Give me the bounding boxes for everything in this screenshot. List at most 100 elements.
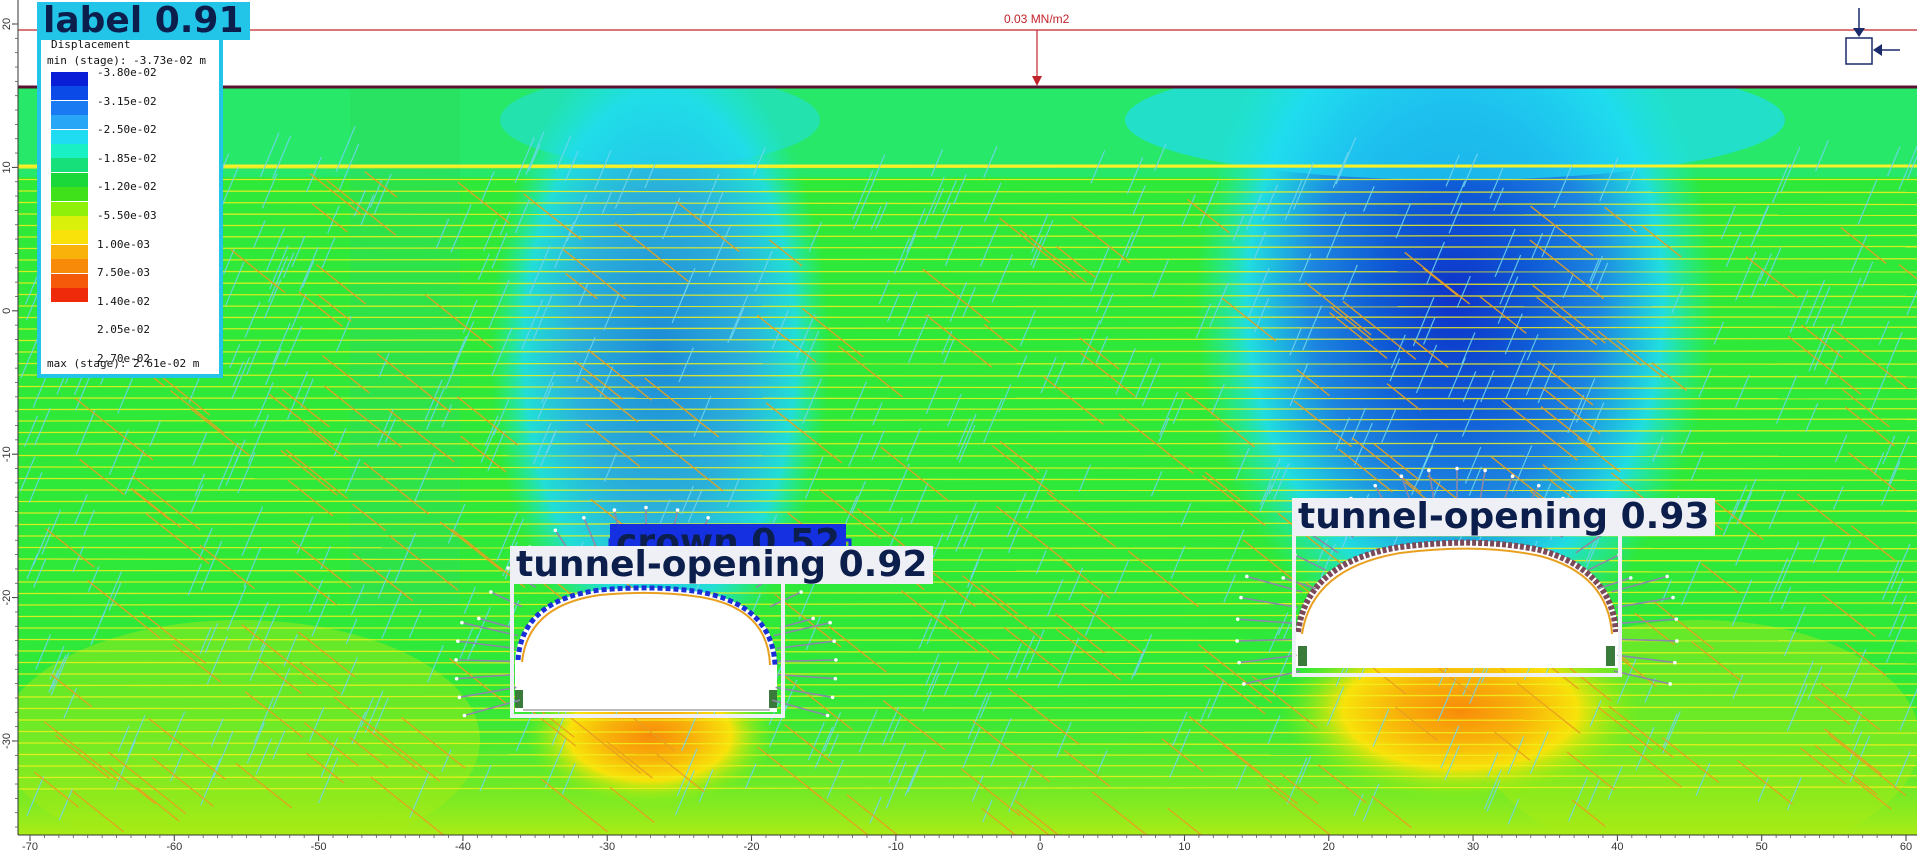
- joint: [210, 718, 224, 747]
- joint: [768, 700, 781, 726]
- bolt: [388, 409, 455, 463]
- tunnel-bolt: [583, 517, 598, 548]
- joint: [1464, 446, 1482, 484]
- bolt: [268, 393, 335, 447]
- joint: [345, 618, 358, 645]
- tunnel-bolt: [490, 591, 523, 608]
- joint: [1068, 567, 1084, 601]
- joint: [1882, 435, 1896, 465]
- joint: [782, 679, 798, 714]
- joint: [1695, 762, 1711, 796]
- joint: [984, 182, 1002, 222]
- bolt: [257, 658, 302, 694]
- joint: [20, 335, 40, 378]
- bolt: [1404, 251, 1471, 305]
- joint: [1786, 776, 1802, 811]
- tunnel-bolt: [1428, 470, 1435, 502]
- tunnel-bolt: [1294, 554, 1326, 571]
- joint: [1195, 303, 1212, 339]
- joint: [75, 410, 96, 455]
- joint: [946, 514, 959, 541]
- joint: [1881, 560, 1900, 601]
- joint: [807, 721, 825, 761]
- tunnel-bolt: [461, 621, 519, 637]
- joint: [1235, 765, 1247, 791]
- joint: [19, 456, 36, 492]
- joint: [1055, 721, 1072, 758]
- joint: [967, 692, 988, 740]
- joint: [949, 281, 968, 322]
- joint: [1208, 181, 1219, 204]
- bolt: [1338, 448, 1393, 493]
- joint: [1824, 349, 1841, 385]
- joint: [1857, 179, 1878, 225]
- joint: [327, 205, 340, 234]
- bolt: [244, 691, 303, 738]
- joint: [74, 494, 88, 525]
- joint: [32, 526, 51, 566]
- bedding-layer: [17, 418, 1917, 422]
- joint: [1150, 470, 1163, 497]
- bolt: [1841, 388, 1890, 428]
- joint: [1732, 674, 1744, 699]
- joint: [1783, 606, 1806, 657]
- joint: [676, 748, 698, 797]
- joint: [408, 609, 422, 638]
- joint: [308, 579, 324, 613]
- joint: [930, 149, 944, 177]
- bolt: [614, 222, 689, 283]
- tunnel-bolt-head: [1628, 576, 1633, 580]
- bolt: [1814, 696, 1851, 726]
- legend-swatch: [51, 172, 88, 187]
- bolt: [293, 570, 338, 606]
- joint: [378, 353, 390, 378]
- joint: [1840, 277, 1862, 326]
- joint: [1849, 731, 1863, 760]
- joint: [1302, 305, 1323, 351]
- bolt: [241, 624, 318, 686]
- joint: [1887, 146, 1901, 177]
- bolt: [190, 408, 250, 456]
- bolt: [281, 388, 330, 428]
- joint: [1284, 179, 1303, 221]
- joint: [459, 627, 474, 659]
- joint: [1247, 267, 1270, 318]
- joint: [1260, 458, 1281, 506]
- legend-swatch: [51, 273, 88, 288]
- joint: [188, 378, 200, 403]
- bolt: [769, 239, 803, 267]
- bedding-layer: [17, 558, 1917, 562]
- joint: [1725, 231, 1742, 268]
- joint: [300, 378, 314, 409]
- joint: [353, 189, 366, 217]
- joint: [1777, 541, 1800, 591]
- joint: [537, 382, 554, 420]
- joint: [681, 267, 696, 300]
- joint: [998, 384, 1012, 413]
- joint: [48, 669, 59, 693]
- bedding-layer: [17, 258, 1917, 261]
- bolt: [1652, 600, 1715, 650]
- joint: [265, 227, 286, 272]
- joint: [200, 758, 221, 806]
- bolt: [1222, 744, 1299, 805]
- bolt: [1691, 640, 1743, 682]
- joint: [1869, 369, 1889, 413]
- joint: [1680, 429, 1692, 454]
- joint: [198, 527, 213, 560]
- legend-tick-label: 7.50e-03: [97, 266, 150, 280]
- joint: [50, 652, 70, 696]
- joint: [360, 194, 375, 226]
- tunnel-bolt-head: [454, 658, 458, 662]
- bedding-layer: [17, 706, 1917, 710]
- bedding-layer: [17, 408, 1917, 411]
- joint: [253, 382, 274, 428]
- bolt: [995, 505, 1073, 567]
- joint: [1586, 779, 1600, 810]
- tunnel-bolt-head: [1281, 576, 1286, 580]
- bolt: [230, 249, 286, 294]
- tunnel-bolt: [478, 617, 513, 629]
- bolt: [75, 397, 154, 461]
- joint: [272, 322, 291, 365]
